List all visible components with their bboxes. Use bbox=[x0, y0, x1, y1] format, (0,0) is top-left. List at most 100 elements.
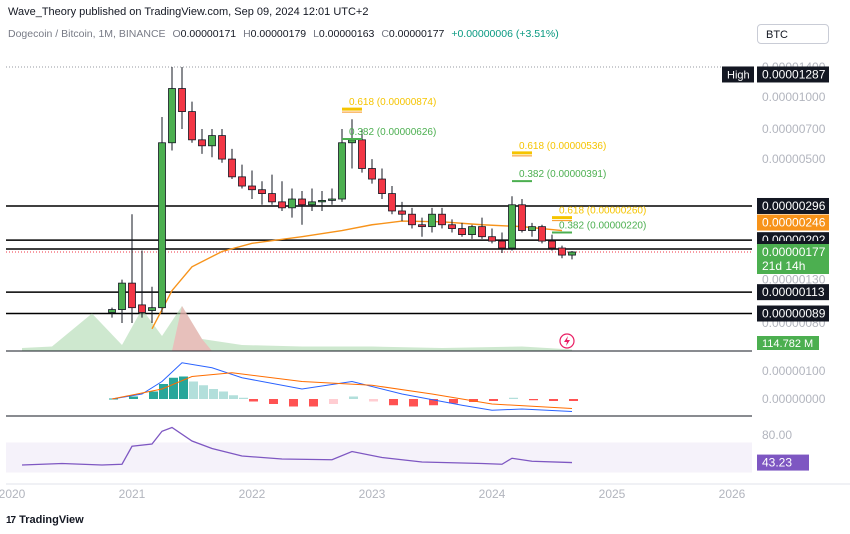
price-tag-label: 0.00000296 bbox=[762, 199, 826, 213]
candle bbox=[478, 217, 486, 239]
volume-area-down bbox=[172, 306, 212, 351]
price-tag: 0.00000246 bbox=[757, 214, 829, 231]
lightning-icon-ring bbox=[559, 333, 575, 349]
candle bbox=[328, 188, 336, 205]
macd-histogram-bar bbox=[569, 399, 578, 401]
time-axis-label: 2025 bbox=[599, 487, 626, 501]
candle bbox=[468, 224, 476, 239]
fib-level-label: 0.618 (0.00000874) bbox=[349, 97, 436, 108]
candle-body bbox=[558, 247, 566, 256]
macd-histogram-bar bbox=[349, 396, 358, 399]
candle-body bbox=[348, 139, 356, 144]
fib-level-label: 0.382 (0.00000626) bbox=[349, 127, 436, 138]
candle bbox=[268, 174, 276, 205]
close-label: C bbox=[381, 28, 389, 40]
fib-level-label: 0.618 (0.00000536) bbox=[519, 141, 606, 152]
macd-histogram-bar bbox=[149, 391, 158, 399]
macd-histogram-bar bbox=[449, 399, 458, 404]
candle-body bbox=[278, 201, 286, 209]
candle bbox=[168, 66, 176, 151]
macd-histogram-bar bbox=[409, 399, 418, 407]
time-axis-label: 2026 bbox=[719, 487, 746, 501]
rsi-tag: 43.23 bbox=[757, 454, 809, 471]
high-tag-bg bbox=[722, 66, 754, 83]
rsi-tag-bg bbox=[757, 454, 809, 471]
candle-body bbox=[238, 176, 246, 187]
currency-button[interactable]: BTC bbox=[757, 24, 829, 44]
candle bbox=[128, 214, 136, 324]
candle bbox=[498, 232, 506, 254]
candle bbox=[428, 207, 436, 233]
price-axis-label: 0.00001000 bbox=[762, 90, 826, 104]
candle-body bbox=[288, 198, 296, 209]
price-tag-label: 0.00001287 bbox=[762, 67, 826, 81]
candle-body bbox=[508, 204, 516, 249]
ema-line bbox=[151, 220, 563, 330]
candle-body bbox=[248, 185, 256, 191]
macd-axis-label: 0.00000000 bbox=[762, 392, 826, 406]
candle bbox=[298, 190, 306, 225]
macd-histogram-bar bbox=[489, 399, 498, 401]
volume-tag: 114.782 M bbox=[757, 336, 819, 350]
candle bbox=[248, 170, 256, 200]
rsi-line bbox=[21, 426, 573, 466]
candle-body bbox=[408, 213, 416, 226]
candle-body bbox=[198, 139, 206, 147]
tradingview-logo-icon: 17 bbox=[6, 515, 16, 526]
candle-body bbox=[118, 282, 126, 310]
candle-body bbox=[488, 236, 496, 242]
candle-body bbox=[308, 201, 316, 206]
macd-histogram-bar bbox=[389, 399, 398, 406]
candle bbox=[258, 181, 266, 205]
candle-body bbox=[468, 226, 476, 235]
candle bbox=[488, 228, 496, 244]
price-tag-label: 0.00000113 bbox=[762, 285, 825, 299]
macd-histogram-bar bbox=[179, 376, 188, 399]
price-tag-label: 0.00000089 bbox=[762, 307, 826, 321]
candle-body bbox=[138, 304, 146, 313]
time-axis-label: 2020 bbox=[0, 487, 26, 501]
price-tag-label: 0.00000246 bbox=[762, 216, 826, 230]
candle bbox=[338, 128, 346, 202]
candle bbox=[178, 66, 186, 129]
high-tag: High bbox=[722, 66, 754, 83]
candle-body bbox=[208, 135, 216, 147]
candle-body bbox=[218, 135, 226, 160]
candle bbox=[438, 207, 446, 229]
candle-body bbox=[188, 111, 196, 141]
price-tag: 0.00000089 bbox=[757, 305, 829, 322]
price-tag-bg bbox=[757, 66, 829, 83]
candle bbox=[548, 234, 556, 251]
candle bbox=[288, 188, 296, 218]
rsi-axis-label: 80.00 bbox=[762, 428, 792, 442]
macd-histogram-bar bbox=[289, 399, 298, 407]
candle-body bbox=[148, 307, 156, 311]
fib-level-label: 0.382 (0.00000391) bbox=[519, 169, 606, 180]
time-axis-label: 2024 bbox=[479, 487, 506, 501]
macd-histogram-bar bbox=[369, 399, 378, 402]
macd-histogram-bar bbox=[199, 385, 208, 399]
candle-body bbox=[568, 251, 576, 256]
candle bbox=[508, 196, 516, 251]
high-value: 0.00000179 bbox=[250, 28, 307, 40]
candle-body bbox=[258, 189, 266, 194]
candle bbox=[368, 159, 376, 184]
candle bbox=[458, 222, 466, 237]
candle bbox=[198, 128, 206, 154]
candle bbox=[188, 101, 196, 143]
candle-body bbox=[538, 226, 546, 242]
candle-body bbox=[398, 210, 406, 215]
candle bbox=[388, 186, 396, 215]
candle bbox=[538, 224, 546, 244]
price-tag-bg bbox=[757, 214, 829, 231]
time-axis-label: 2023 bbox=[359, 487, 386, 501]
candle bbox=[558, 245, 566, 259]
price-axis-label: 0.00000500 bbox=[762, 152, 826, 166]
macd-histogram-bar bbox=[249, 399, 258, 402]
candle bbox=[278, 181, 286, 211]
candle-body bbox=[228, 158, 236, 178]
price-axis-label: 0.00000700 bbox=[762, 122, 826, 136]
fib-level-label: 0.618 (0.00000260) bbox=[559, 206, 646, 217]
macd-histogram-bar bbox=[209, 389, 218, 399]
